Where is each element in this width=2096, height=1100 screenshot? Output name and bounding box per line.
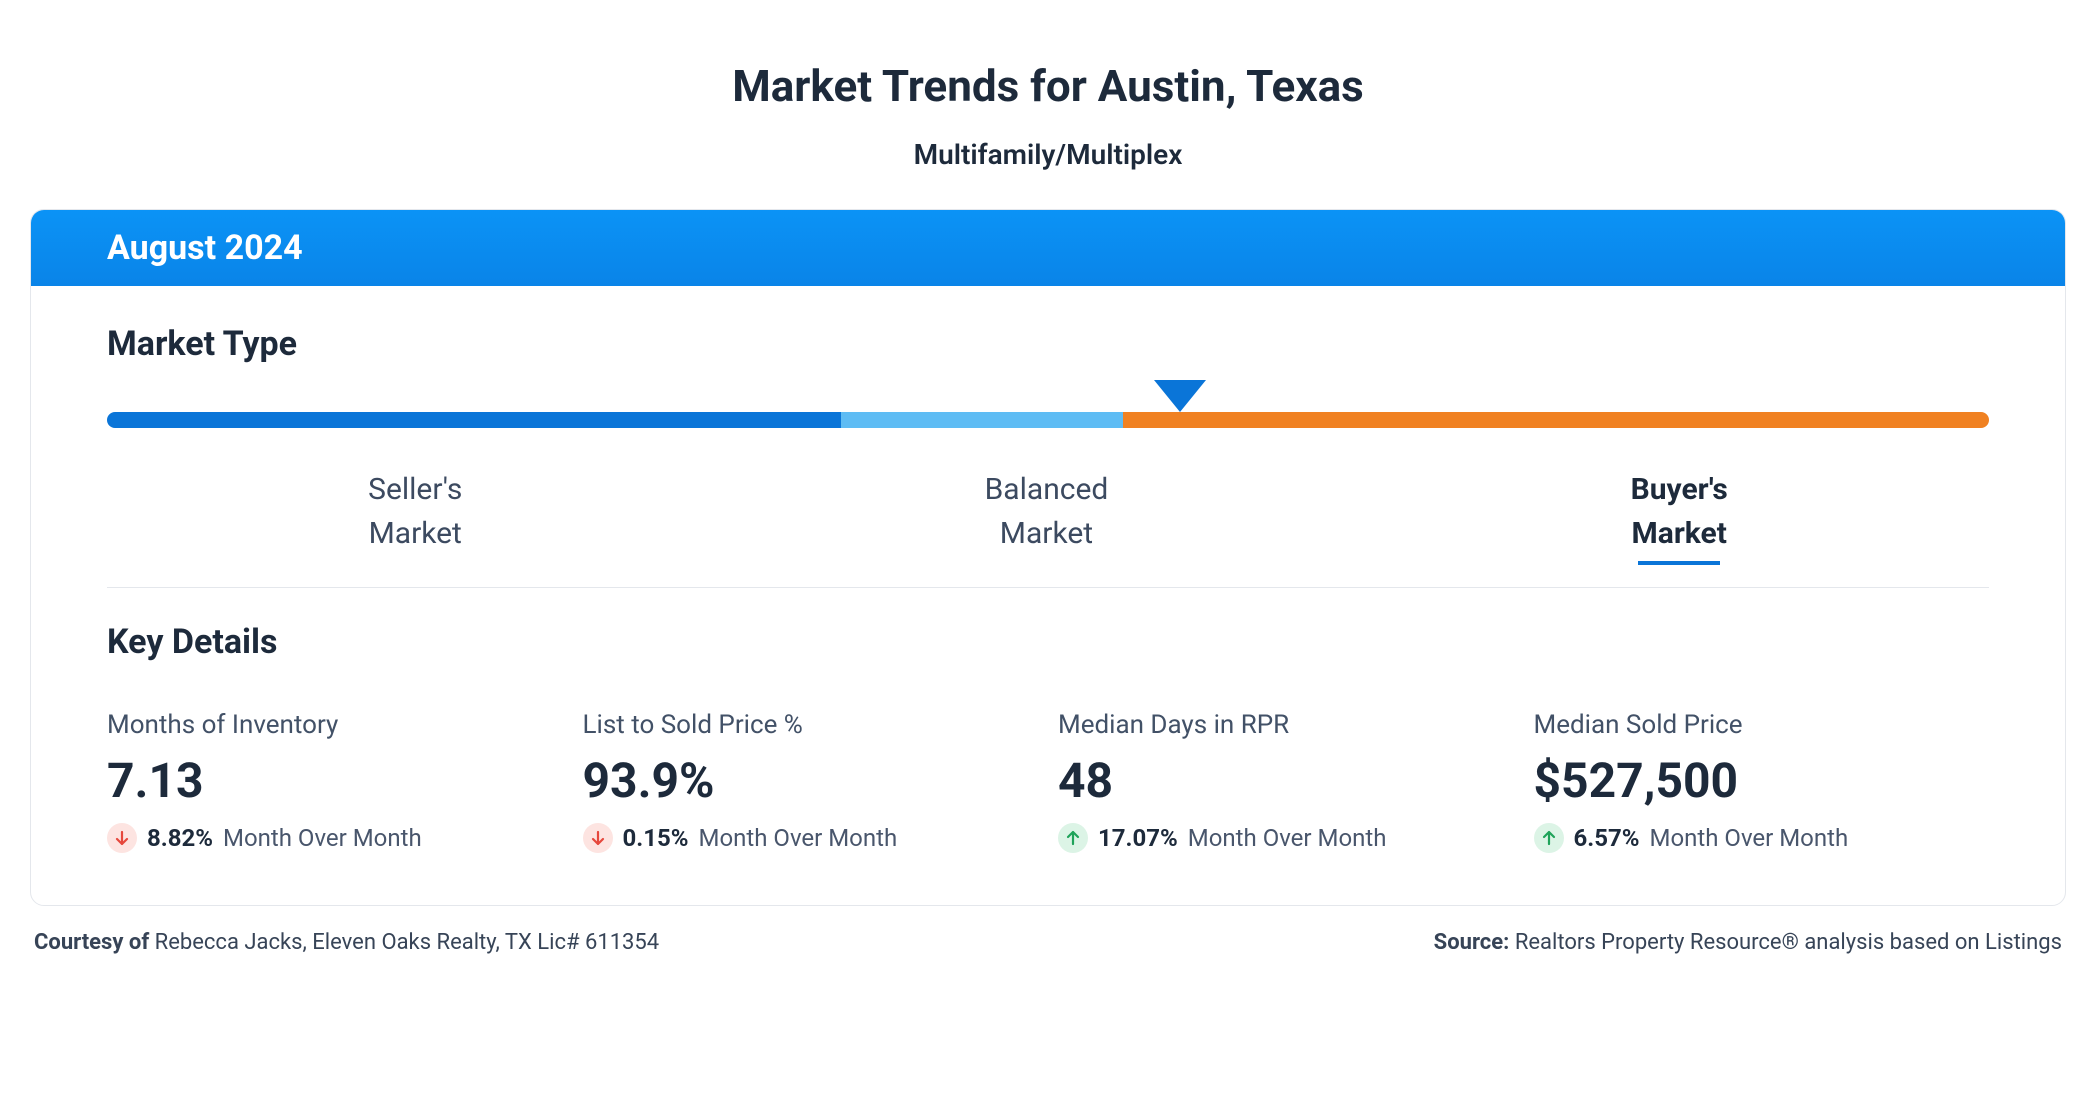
key-detail-change: 6.57% Month Over Month (1534, 823, 1990, 853)
market-type-label-line1: Buyer's (1631, 468, 1728, 512)
market-type-label: Buyer'sMarket (1631, 468, 1728, 555)
arrow-up-icon (1058, 823, 1088, 853)
key-detail-change-pct: 6.57% (1574, 824, 1640, 852)
market-type-heading: Market Type (107, 324, 1989, 364)
key-detail-change: 0.15% Month Over Month (583, 823, 1039, 853)
key-detail-label: List to Sold Price % (583, 710, 1039, 740)
key-detail-change: 8.82% Month Over Month (107, 823, 563, 853)
footer-source-label: Source: (1434, 930, 1510, 955)
market-type-label: BalancedMarket (985, 468, 1109, 555)
key-detail-change-pct: 17.07% (1098, 824, 1178, 852)
key-detail-value: $527,500 (1534, 752, 1990, 809)
footer-source-value: Realtors Property Resource® analysis bas… (1515, 930, 2062, 955)
market-gauge-bar (107, 412, 1989, 428)
market-type-label-line2: Market (985, 512, 1109, 556)
footer-source: Source: Realtors Property Resource® anal… (1434, 930, 2062, 955)
market-gauge-segment (841, 412, 1123, 428)
footer-courtesy-value: Rebecca Jacks, Eleven Oaks Realty, TX Li… (155, 930, 659, 955)
key-detail-change-period: Month Over Month (699, 824, 898, 852)
key-detail-value: 48 (1058, 752, 1514, 809)
key-detail-change-pct: 0.15% (623, 824, 689, 852)
key-detail-change-pct: 8.82% (147, 824, 213, 852)
page-title: Market Trends for Austin, Texas (30, 60, 2066, 112)
market-gauge (107, 412, 1989, 428)
market-gauge-marker (1158, 384, 1202, 412)
footer-courtesy-label: Courtesy of (34, 930, 149, 955)
arrow-down-icon (107, 823, 137, 853)
card-body: Market Type Seller'sMarketBalancedMarket… (31, 286, 2065, 905)
footer-courtesy: Courtesy of Rebecca Jacks, Eleven Oaks R… (34, 930, 659, 955)
key-detail-change: 17.07% Month Over Month (1058, 823, 1514, 853)
footer: Courtesy of Rebecca Jacks, Eleven Oaks R… (30, 930, 2066, 955)
arrow-up-icon (1534, 823, 1564, 853)
page-subtitle: Multifamily/Multiplex (30, 138, 2066, 171)
market-type-label-line2: Market (368, 512, 462, 556)
key-details-heading: Key Details (107, 622, 1989, 662)
key-detail-item: Median Days in RPR 48 17.07% Month Over Mon… (1058, 710, 1514, 853)
market-type-labels: Seller'sMarketBalancedMarketBuyer'sMarke… (107, 458, 1989, 588)
key-detail-label: Median Sold Price (1534, 710, 1990, 740)
market-type-label-line1: Seller's (368, 468, 462, 512)
key-detail-item: List to Sold Price % 93.9% 0.15% Month Over… (583, 710, 1039, 853)
key-detail-item: Months of Inventory 7.13 8.82% Month Over M… (107, 710, 563, 853)
card-header: August 2024 (31, 210, 2065, 286)
key-detail-item: Median Sold Price $527,500 6.57% Month Over… (1534, 710, 1990, 853)
market-gauge-segment (1123, 412, 1989, 428)
key-detail-change-period: Month Over Month (223, 824, 422, 852)
key-detail-change-period: Month Over Month (1650, 824, 1849, 852)
key-details-row: Months of Inventory 7.13 8.82% Month Over M… (107, 710, 1989, 853)
market-card: August 2024 Market Type Seller'sMarketBa… (30, 209, 2066, 906)
key-detail-value: 93.9% (583, 752, 1039, 809)
market-type-label-line2: Market (1631, 512, 1728, 556)
key-detail-value: 7.13 (107, 752, 563, 809)
market-gauge-segment (107, 412, 841, 428)
key-detail-label: Months of Inventory (107, 710, 563, 740)
key-detail-label: Median Days in RPR (1058, 710, 1514, 740)
market-type-label-line1: Balanced (985, 468, 1109, 512)
arrow-down-icon (583, 823, 613, 853)
market-type-label: Seller'sMarket (368, 468, 462, 555)
key-detail-change-period: Month Over Month (1188, 824, 1387, 852)
